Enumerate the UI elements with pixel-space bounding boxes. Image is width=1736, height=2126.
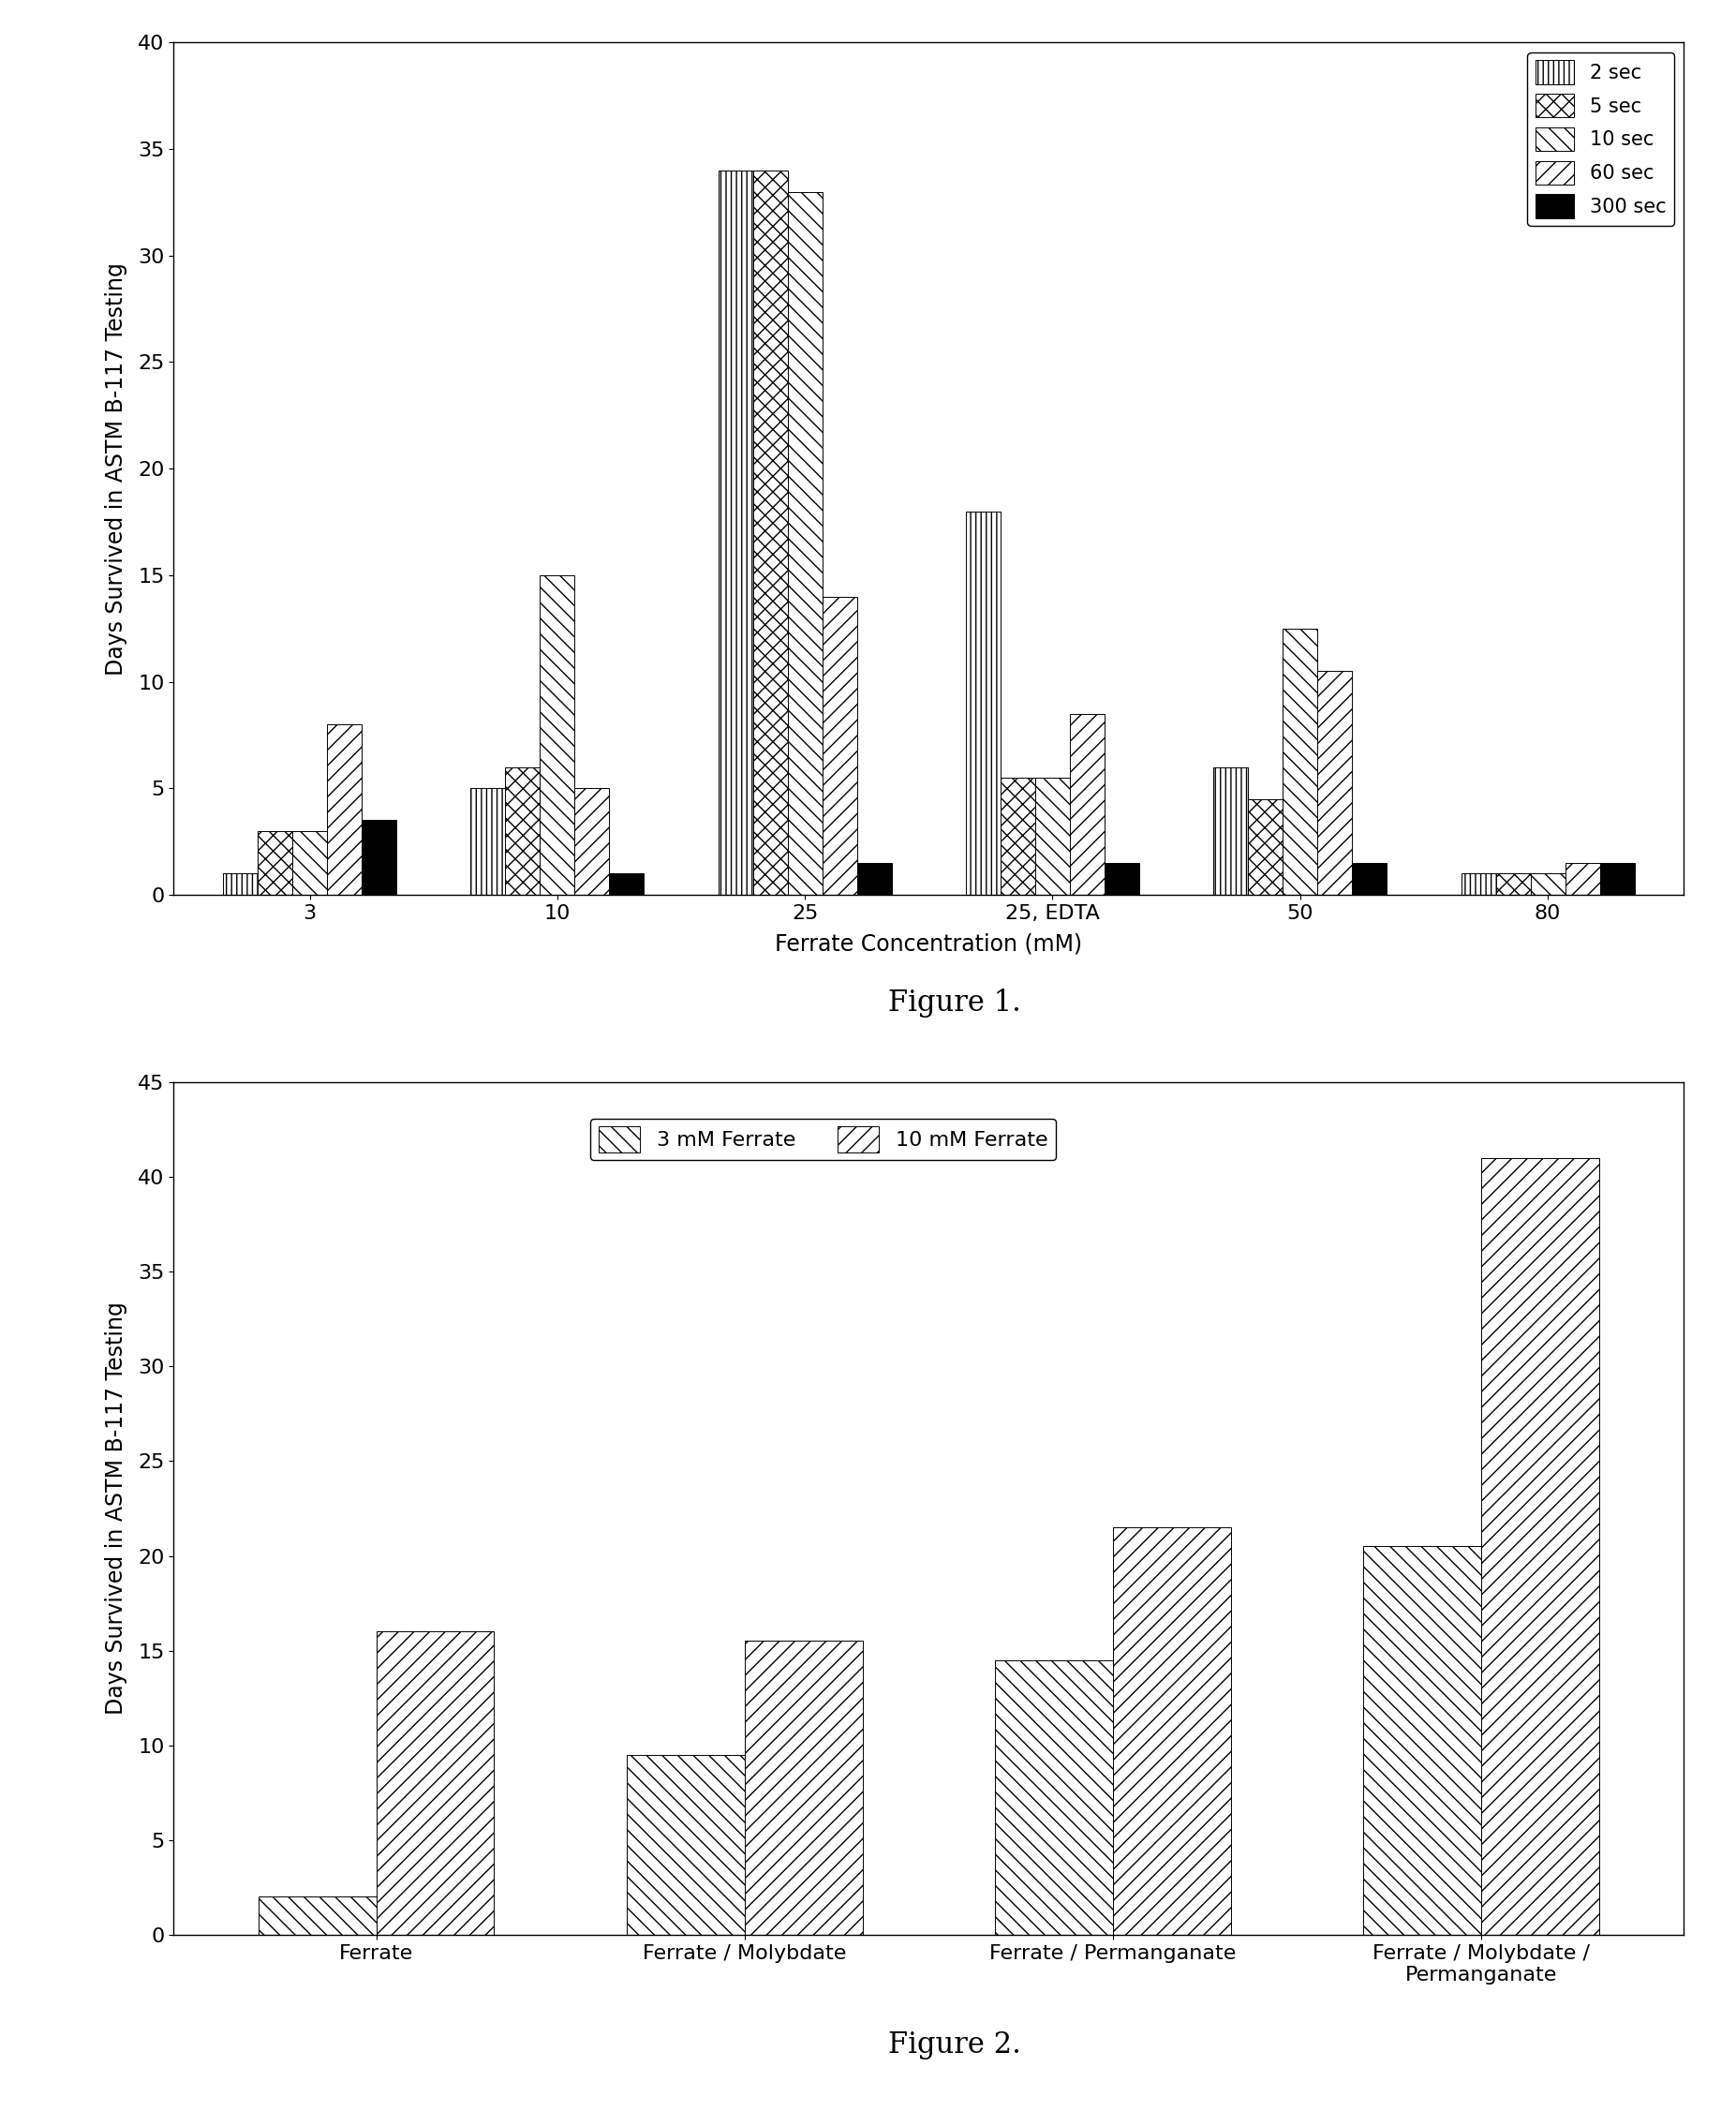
Bar xyxy=(361,821,396,895)
Bar xyxy=(995,1660,1113,1935)
Bar xyxy=(1352,863,1387,895)
Bar xyxy=(965,510,1000,895)
Bar xyxy=(257,831,292,895)
Bar xyxy=(1601,863,1634,895)
Bar xyxy=(1481,1159,1599,1935)
Bar xyxy=(470,789,505,895)
Bar xyxy=(609,874,644,895)
Bar xyxy=(1248,799,1283,895)
Bar xyxy=(292,831,326,895)
X-axis label: Ferrate Concentration (mM): Ferrate Concentration (mM) xyxy=(774,933,1083,955)
Bar xyxy=(1496,874,1531,895)
Text: Figure 1.: Figure 1. xyxy=(889,989,1021,1018)
Bar xyxy=(1531,874,1566,895)
Bar xyxy=(1318,672,1352,895)
Bar xyxy=(259,1896,377,1935)
Legend: 3 mM Ferrate, 10 mM Ferrate: 3 mM Ferrate, 10 mM Ferrate xyxy=(590,1118,1055,1161)
Y-axis label: Days Survived in ASTM B-117 Testing: Days Survived in ASTM B-117 Testing xyxy=(104,261,127,676)
Bar xyxy=(326,725,361,895)
Y-axis label: Days Survived in ASTM B-117 Testing: Days Survived in ASTM B-117 Testing xyxy=(104,1301,127,1716)
Bar xyxy=(1035,778,1069,895)
Bar xyxy=(1113,1526,1231,1935)
Bar xyxy=(377,1631,495,1935)
Bar xyxy=(224,874,257,895)
Bar xyxy=(1104,863,1139,895)
Bar xyxy=(1363,1546,1481,1935)
Bar xyxy=(745,1641,863,1935)
Bar xyxy=(1283,629,1318,895)
Bar xyxy=(753,170,788,895)
Bar xyxy=(575,789,609,895)
Bar xyxy=(1462,874,1496,895)
Legend: 2 sec, 5 sec, 10 sec, 60 sec, 300 sec: 2 sec, 5 sec, 10 sec, 60 sec, 300 sec xyxy=(1528,53,1674,225)
Bar xyxy=(505,767,540,895)
Text: Figure 2.: Figure 2. xyxy=(889,2030,1021,2060)
Bar xyxy=(719,170,753,895)
Bar xyxy=(788,191,823,895)
Bar xyxy=(540,576,575,895)
Bar xyxy=(858,863,892,895)
Bar xyxy=(627,1754,745,1935)
Bar xyxy=(1213,767,1248,895)
Bar xyxy=(1000,778,1035,895)
Bar xyxy=(823,597,858,895)
Bar xyxy=(1566,863,1601,895)
Bar xyxy=(1069,714,1104,895)
